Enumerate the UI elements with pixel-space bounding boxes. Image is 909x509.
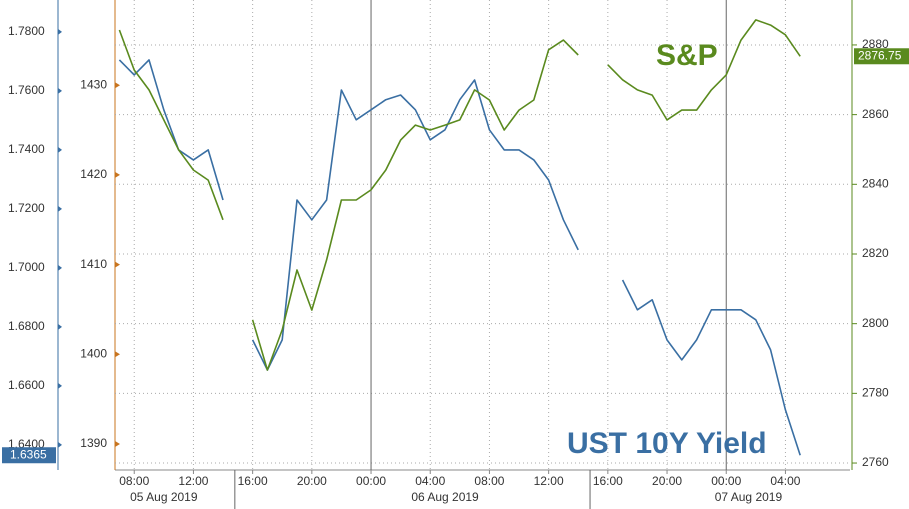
y2-tick-label: 2820: [862, 246, 889, 260]
y3-tick-label: 1430: [80, 77, 107, 91]
x-tick-label: 08:00: [474, 474, 504, 488]
date-label: 07 Aug 2019: [715, 490, 783, 504]
y3-tick: [115, 440, 120, 447]
series-label: S&P: [656, 39, 718, 72]
y-tick: [58, 441, 62, 448]
y3-tick: [115, 82, 120, 89]
y-tick-label: 1.7200: [8, 201, 45, 215]
y2-tick-label: 2880: [862, 37, 889, 51]
y2-tick-label: 2800: [862, 316, 889, 330]
y-tick: [58, 87, 62, 94]
y-tick-label: 1.7400: [8, 142, 45, 156]
y-tick-label: 1.7600: [8, 83, 45, 97]
y-tick: [58, 146, 62, 153]
x-tick-label: 04:00: [770, 474, 800, 488]
y-tick: [58, 205, 62, 212]
x-tick-label: 00:00: [711, 474, 741, 488]
series-label: UST 10Y Yield: [567, 427, 767, 460]
last-value-box: [2, 447, 56, 464]
last-value-label: 2876.75: [858, 48, 902, 62]
last-value-box: [854, 48, 909, 65]
y-tick: [58, 382, 62, 389]
x-tick-label: 12:00: [534, 474, 564, 488]
y3-tick-label: 1420: [80, 167, 107, 181]
x-tick-label: 16:00: [593, 474, 623, 488]
y2-tick-label: 2840: [862, 176, 889, 190]
y-tick: [58, 264, 62, 271]
y3-tick-label: 1400: [80, 346, 107, 360]
last-value-label: 1.6365: [10, 447, 47, 461]
y2-tick-label: 2780: [862, 386, 889, 400]
x-tick-label: 12:00: [178, 474, 208, 488]
y-tick-label: 1.7800: [8, 24, 45, 38]
y3-tick-label: 1390: [80, 436, 107, 450]
y-tick-label: 1.6800: [8, 319, 45, 333]
date-label: 05 Aug 2019: [130, 490, 198, 504]
y3-tick: [115, 351, 120, 358]
x-tick-label: 08:00: [119, 474, 149, 488]
y3-tick: [115, 171, 120, 178]
y3-tick: [115, 261, 120, 268]
y3-tick-label: 1410: [80, 257, 107, 271]
x-tick-label: 04:00: [415, 474, 445, 488]
x-tick-label: 00:00: [356, 474, 386, 488]
series-line: [118, 19, 801, 371]
date-label: 06 Aug 2019: [411, 490, 479, 504]
y2-tick-label: 2760: [862, 455, 889, 469]
x-tick-label: 20:00: [652, 474, 682, 488]
x-tick-label: 16:00: [238, 474, 268, 488]
y-tick-label: 1.7000: [8, 260, 45, 274]
y-tick: [58, 28, 62, 35]
y-tick-label: 1.6600: [8, 378, 45, 392]
y-tick: [58, 323, 62, 330]
x-tick-label: 20:00: [297, 474, 327, 488]
y2-tick-label: 2860: [862, 107, 889, 121]
